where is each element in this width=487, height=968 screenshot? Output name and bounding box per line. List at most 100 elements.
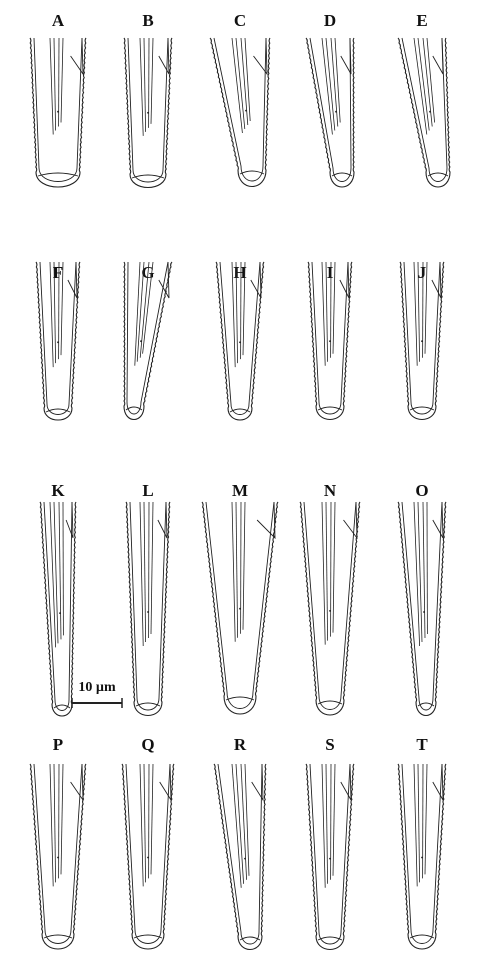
panel-f: F (35, 261, 81, 421)
internal-line (53, 37, 56, 131)
scale-bar: 10 µm (71, 680, 123, 708)
internal-line (231, 763, 242, 888)
dot-mark (57, 341, 59, 344)
internal-line (413, 763, 418, 887)
tip-cap (417, 702, 435, 707)
panel-e: E (397, 11, 451, 188)
root-outline (121, 763, 175, 950)
inner-wall (309, 763, 351, 945)
dot-mark (57, 110, 59, 113)
inner-wall (303, 501, 357, 710)
branch-line (250, 261, 262, 299)
dot-mark (429, 110, 431, 113)
internal-line (417, 261, 420, 362)
dot-mark (329, 610, 331, 612)
branch-line (432, 501, 444, 539)
panel-label: I (327, 263, 334, 282)
internal-line (240, 37, 249, 126)
panel-label: D (324, 11, 336, 30)
internal-line (242, 261, 246, 356)
internal-line (60, 261, 64, 356)
root-outline (397, 763, 447, 950)
internal-line (231, 37, 243, 134)
panel-q: Q (121, 735, 175, 950)
internal-line (321, 501, 326, 645)
internal-line (240, 763, 247, 880)
branch-line (159, 763, 172, 802)
tip-cap (239, 170, 265, 175)
branch-line (431, 261, 442, 299)
inner-wall (213, 37, 267, 182)
inner-wall (401, 763, 443, 944)
internal-line (321, 763, 326, 888)
branch-line (340, 37, 352, 75)
dot-mark (140, 340, 142, 343)
internal-line (330, 37, 339, 127)
dot-mark (239, 607, 241, 610)
panel-label: H (233, 263, 246, 282)
internal-line (242, 501, 246, 630)
internal-line (53, 261, 56, 364)
panel-m: M (201, 481, 279, 715)
tip-cap (53, 704, 71, 709)
tip-cap (225, 696, 255, 701)
root-outline (39, 501, 77, 717)
dot-mark (329, 340, 331, 343)
internal-line (413, 37, 428, 135)
panel-r: R (213, 735, 267, 951)
panel-label: K (51, 481, 65, 500)
root-outline (305, 37, 355, 188)
root-outline (215, 261, 265, 421)
root-outline (305, 763, 355, 951)
branch-line (70, 763, 84, 802)
inner-wall (401, 501, 443, 711)
root-outline (35, 261, 81, 421)
internal-line (413, 501, 420, 647)
panel-label: J (418, 263, 427, 282)
panel-label: A (52, 11, 65, 30)
internal-line (58, 501, 62, 640)
panel-label: M (232, 481, 248, 500)
internal-line (424, 261, 428, 354)
internal-line (325, 37, 336, 131)
root-outline (29, 37, 87, 188)
tip-cap (135, 702, 161, 707)
inner-wall (205, 501, 275, 709)
internal-line (139, 501, 144, 647)
panel-g: G (123, 261, 173, 421)
internal-line (49, 37, 54, 135)
panel-l: L (125, 481, 171, 717)
panel-b: B (123, 11, 173, 188)
tip-cap (45, 408, 71, 413)
panel-j: J (399, 261, 445, 421)
tip-cap (317, 406, 343, 411)
branch-line (158, 37, 170, 75)
internal-line (332, 763, 336, 876)
tip-cap (229, 408, 251, 413)
internal-line (49, 763, 54, 887)
inner-wall (33, 37, 83, 182)
internal-line (150, 763, 154, 875)
branch-line (65, 501, 74, 539)
internal-line (417, 37, 430, 131)
inner-wall (127, 37, 169, 183)
internal-line (136, 261, 145, 362)
tip-cap (317, 936, 343, 941)
branch-line (67, 261, 78, 299)
internal-line (139, 37, 144, 136)
internal-line (231, 261, 236, 368)
root-outline (397, 501, 447, 717)
branch-line (340, 763, 352, 801)
internal-line (49, 501, 56, 648)
internal-line (244, 763, 250, 876)
internal-line (321, 37, 333, 135)
internal-line (231, 501, 236, 642)
internal-line (426, 37, 435, 123)
branch-line (157, 501, 168, 539)
branch-line (343, 501, 358, 540)
dot-mark (147, 856, 149, 859)
root-outline (307, 261, 353, 421)
branch-line (251, 763, 264, 802)
inner-wall (33, 763, 83, 944)
